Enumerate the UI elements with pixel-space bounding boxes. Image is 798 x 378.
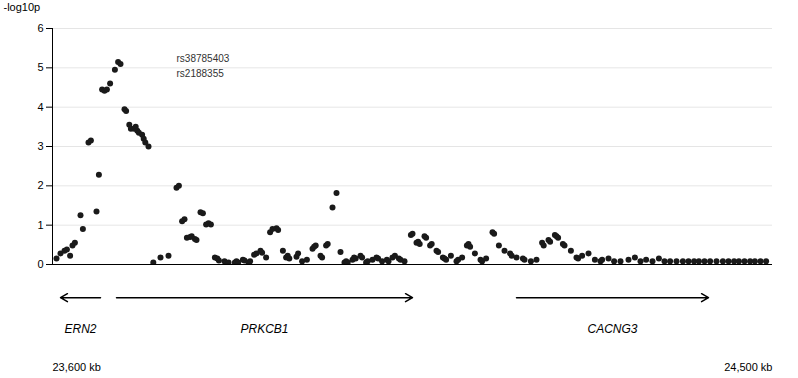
svg-text:rs38785403: rs38785403 bbox=[177, 53, 230, 64]
svg-text:6: 6 bbox=[37, 22, 43, 34]
svg-text:5: 5 bbox=[37, 61, 43, 73]
svg-text:24,500 kb: 24,500 kb bbox=[724, 361, 772, 373]
svg-text:4: 4 bbox=[37, 101, 43, 113]
svg-text:rs2188355: rs2188355 bbox=[177, 68, 225, 79]
svg-text:PRKCB1: PRKCB1 bbox=[240, 322, 288, 336]
svg-text:-log10p: -log10p bbox=[4, 1, 41, 13]
svg-text:ERN2: ERN2 bbox=[64, 322, 96, 336]
svg-text:2: 2 bbox=[37, 179, 43, 191]
svg-text:0: 0 bbox=[37, 258, 43, 270]
svg-text:1: 1 bbox=[37, 219, 43, 231]
svg-text:3: 3 bbox=[37, 140, 43, 152]
svg-text:23,600 kb: 23,600 kb bbox=[53, 361, 101, 373]
svg-text:CACNG3: CACNG3 bbox=[587, 322, 637, 336]
